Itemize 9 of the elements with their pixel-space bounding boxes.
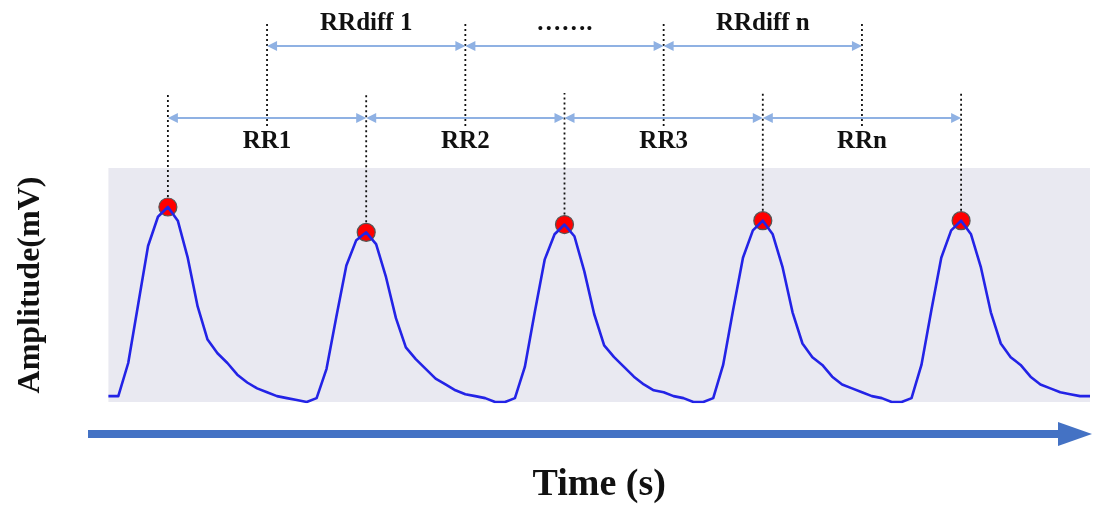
text: RR1: [242, 126, 292, 154]
text: …….: [536, 8, 593, 36]
y-axis-title: Amplitude(mV): [10, 176, 47, 394]
text: RR2: [441, 126, 490, 154]
text: RRn: [836, 126, 888, 154]
text: RRdiff n: [715, 8, 810, 36]
text: RRdiff 1: [320, 8, 413, 36]
x-axis-title: Time (s): [532, 461, 666, 505]
text: RR3: [639, 126, 688, 154]
